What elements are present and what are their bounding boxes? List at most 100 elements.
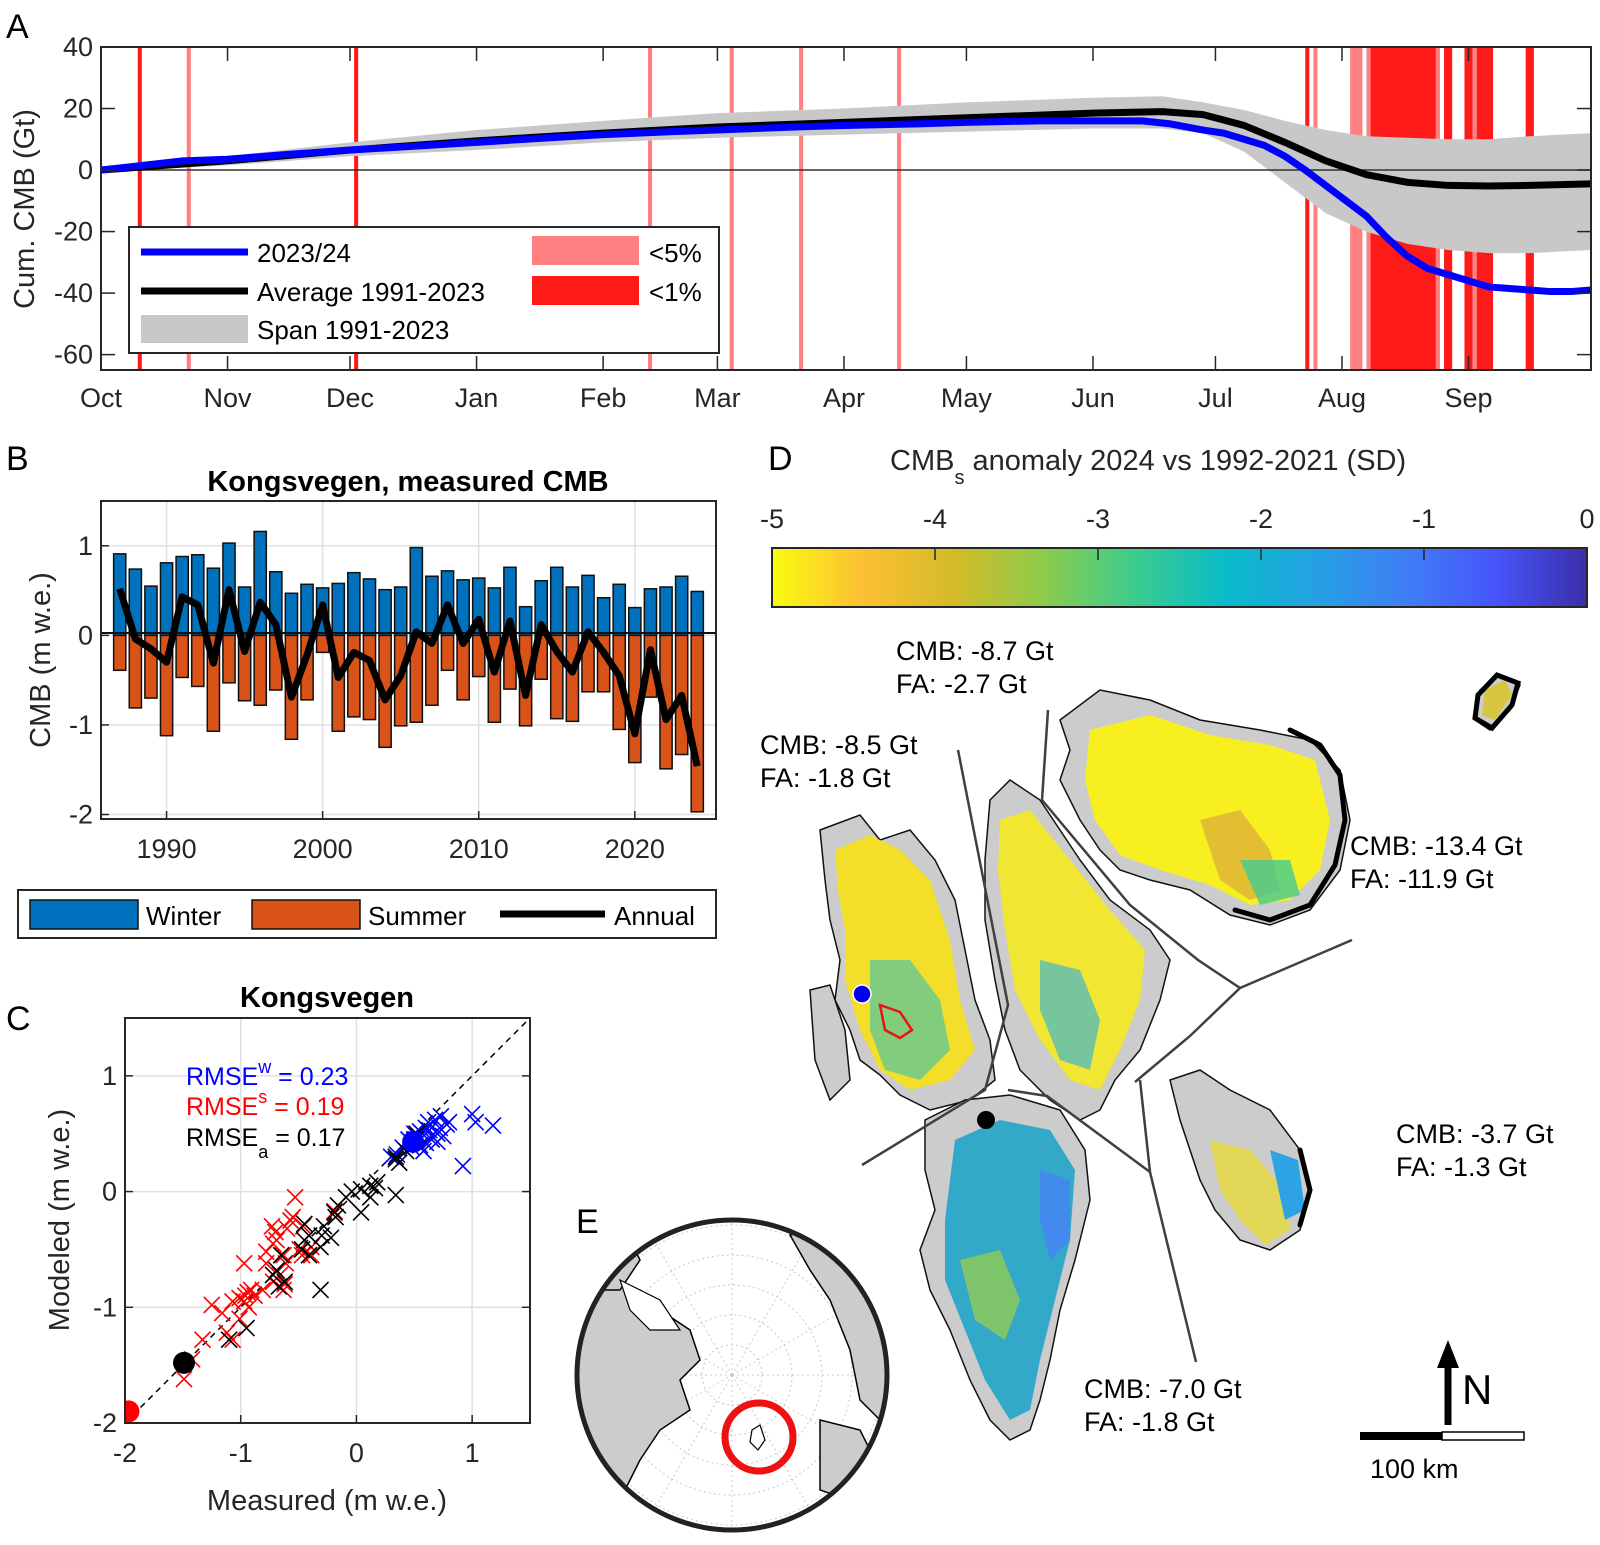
ice-central-blue <box>1040 960 1100 1070</box>
winter-bar-2024 <box>690 590 705 637</box>
ice-south-green <box>960 1250 1020 1340</box>
point-winter <box>428 1133 446 1151</box>
legend-b: Winter Summer Annual <box>17 889 717 939</box>
panel-letter-b: B <box>6 440 29 478</box>
point-annual <box>327 1208 345 1226</box>
label-ne-cmb: CMB: -13.4 Gt <box>1350 831 1523 861</box>
significance-band-2 <box>354 47 359 370</box>
legend-label-summer: Summer <box>368 901 467 931</box>
winter-bar-1993 <box>206 567 221 637</box>
y-axis-label-c: Modeled (m w.e.) <box>44 1109 76 1331</box>
point-summer <box>257 1254 275 1272</box>
point-annual <box>220 1331 238 1349</box>
series-line-2023-24 <box>101 117 1591 296</box>
north-arrow-head <box>1437 1340 1459 1368</box>
x-tick-label-a: Jul <box>1198 383 1233 413</box>
summer-bar-1996 <box>253 634 268 706</box>
y-tick-label-c: -1 <box>93 1292 117 1322</box>
significance-band-8 <box>1313 47 1318 370</box>
significance-band-3 <box>648 47 653 370</box>
y-axis-label-b: CMB (m w.e.) <box>25 572 57 748</box>
colorbar-tick-label: -2 <box>1249 504 1273 534</box>
legend-a: 2023/24 Average 1991-2023 Span 1991-2023… <box>128 226 720 354</box>
point-summer <box>224 1331 242 1349</box>
point-annual <box>311 1281 330 1299</box>
chart-title-c: Kongsvegen <box>240 982 414 1014</box>
winter-bar-2020 <box>627 606 642 637</box>
legend-label-5pct: <5% <box>649 238 702 268</box>
axis-ticks-a: 40 20 0 -20 -40 -60 Oct Nov Dec Jan Feb Mar Apr May Ju… <box>54 32 1591 413</box>
point-annual <box>237 1319 256 1337</box>
summer-bar-1988 <box>128 634 143 709</box>
point-annual <box>268 1261 286 1279</box>
summer-bar-2008 <box>440 634 455 672</box>
point-annual <box>300 1246 318 1264</box>
y-tick-label-b: -2 <box>69 800 93 830</box>
y-tick-label-c: 0 <box>102 1177 117 1207</box>
point-summer <box>291 1240 309 1258</box>
winter-bar-2011 <box>487 587 502 637</box>
label-s-fa: FA: -1.8 Gt <box>1084 1407 1215 1437</box>
calving-front-east <box>1297 1147 1313 1228</box>
summer-bar-2002 <box>347 634 361 718</box>
meridian-line <box>651 1374 733 1514</box>
locator-map-frame <box>574 1217 890 1533</box>
winter-bar-2018 <box>596 596 611 637</box>
x-tick-label-a: Apr <box>823 383 865 413</box>
winter-bar-2021 <box>643 588 658 637</box>
x-tick-label-c: 0 <box>349 1438 364 1468</box>
point-annual <box>352 1203 370 1221</box>
summer-bar-2024 <box>690 634 705 813</box>
point-summer <box>277 1254 295 1272</box>
point-winter <box>426 1111 444 1129</box>
axes-frame-c <box>124 1017 531 1424</box>
winter-bar-2001 <box>331 582 346 637</box>
panel-e: E <box>574 1203 890 1533</box>
point-summer <box>294 1217 312 1235</box>
legend-swatch-span <box>141 315 248 343</box>
colorbar-tick-label: -3 <box>1086 504 1110 534</box>
axes-frame-a <box>100 46 1592 371</box>
point-summer <box>266 1223 284 1241</box>
meridian-line <box>651 1236 733 1376</box>
y-tick-label-a: 40 <box>63 32 93 62</box>
winter-bar-1998 <box>284 592 299 637</box>
summer-bar-2016 <box>565 634 580 723</box>
svalbard-highlight-circle <box>721 1399 797 1475</box>
y-tick-label-b: -1 <box>69 710 93 740</box>
divider-se <box>1138 1079 1198 1363</box>
summer-bar-2010 <box>471 634 486 678</box>
point-summer <box>235 1292 253 1311</box>
panel-c: C Kongsvegen 10-1-2-2 -1 0 1 RMSEw = 0.23RM… <box>6 982 531 1517</box>
point-annual <box>361 1188 379 1206</box>
point-summer <box>286 1188 304 1206</box>
winter-bar-2015 <box>549 566 564 637</box>
point-summer <box>281 1211 300 1230</box>
legend-swatch-5pct <box>532 236 639 265</box>
significance-band-7 <box>1305 47 1310 370</box>
one-to-one-line <box>124 1017 531 1424</box>
y-tick-label-a: 20 <box>63 94 93 124</box>
point-summer <box>274 1281 293 1299</box>
x-tick-label-b: 2020 <box>605 834 665 864</box>
panel-b: B Kongsvegen, measured CMB 1 0 -1 -2 1990 200… <box>6 440 717 939</box>
meridian-line <box>731 1374 871 1456</box>
land-prins-karls-forland <box>809 984 851 1102</box>
point-winter <box>440 1113 458 1131</box>
axes-frame-b <box>100 500 717 820</box>
label-n-fa: FA: -2.7 Gt <box>896 669 1027 699</box>
x-tick-label-a: Jun <box>1071 383 1115 413</box>
calving-front-nordaustlandet <box>1232 727 1348 923</box>
x-tick-label-b: 2000 <box>293 834 353 864</box>
scale-bar-black <box>1360 1432 1442 1440</box>
label-ne-fa: FA: -11.9 Gt <box>1350 864 1494 894</box>
panel-letter-d: D <box>768 440 793 478</box>
panel-letter-e: E <box>576 1203 599 1241</box>
summer-bar-1991 <box>175 634 190 679</box>
y-tick-label-a: -60 <box>54 340 93 370</box>
summer-bar-1992 <box>190 634 205 688</box>
x-tick-label-c: 1 <box>465 1438 480 1468</box>
line-series <box>101 108 1591 296</box>
colorbar-title-sub: s <box>954 467 964 489</box>
